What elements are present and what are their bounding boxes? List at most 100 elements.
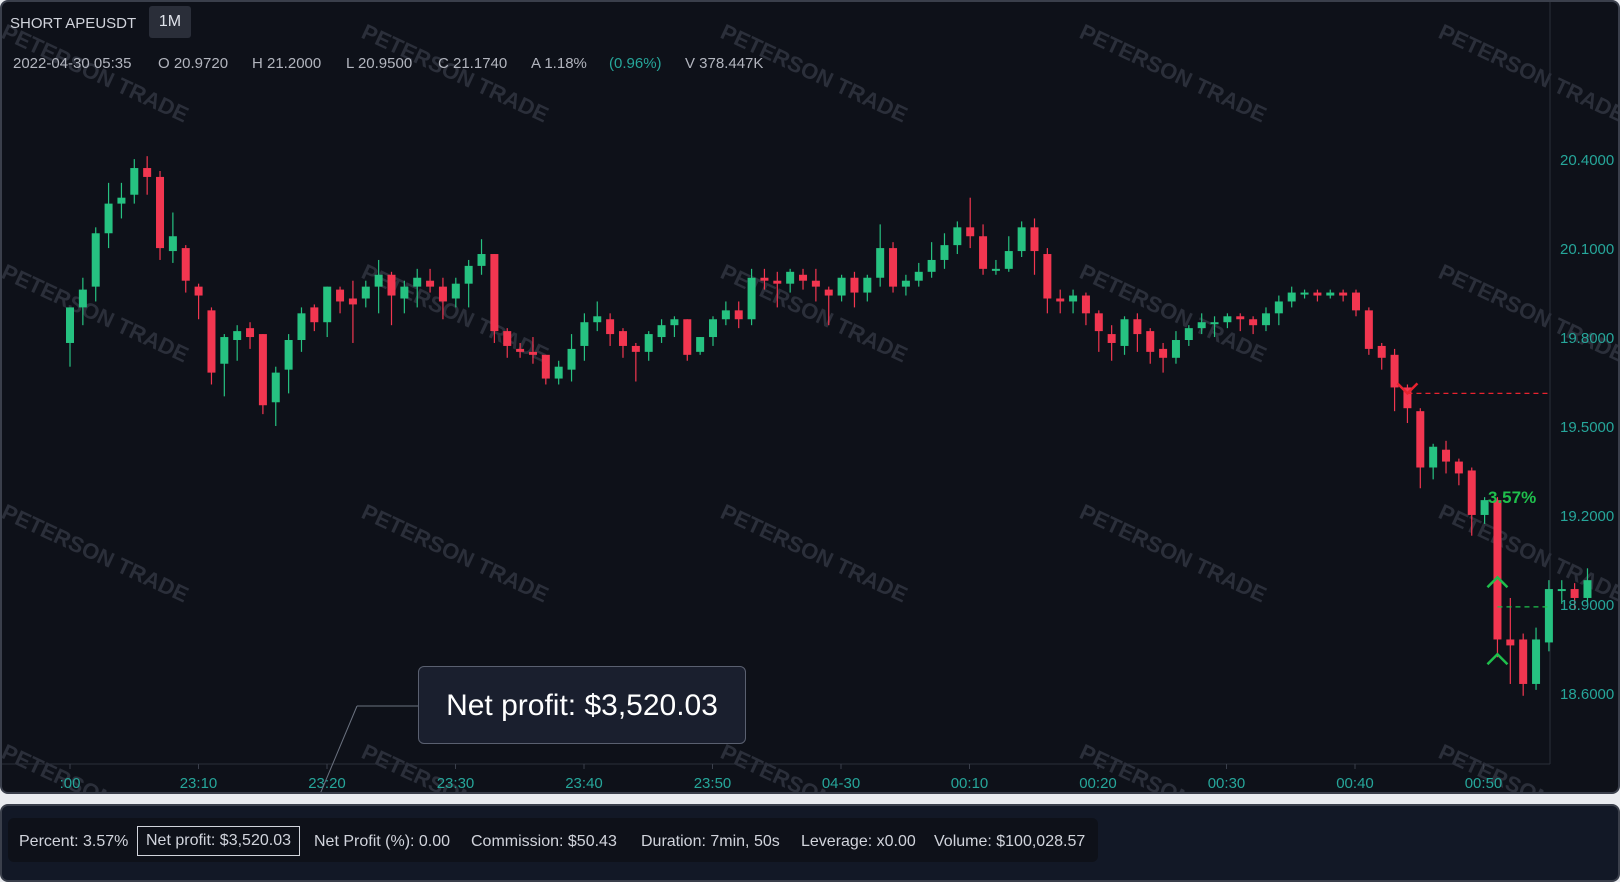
candle (1159, 342, 1168, 373)
watermark-text: PETERSON TRADE (1076, 499, 1270, 607)
symbol-label: SHORT APEUSDT (10, 15, 137, 32)
candle-body (799, 274, 808, 281)
candle-body (1133, 319, 1142, 335)
candle (1287, 286, 1296, 308)
candle (1377, 342, 1386, 370)
candle (606, 313, 615, 346)
ohlc-change: (0.96%) (609, 55, 662, 72)
candle-body (709, 319, 717, 338)
candle (1236, 313, 1245, 332)
candle-body (336, 289, 345, 302)
watermark-text: PETERSON TRADE (717, 19, 911, 127)
candle-body (194, 286, 203, 296)
candle (1454, 458, 1463, 486)
candle-body (1004, 251, 1013, 269)
candle-body (1467, 470, 1476, 515)
candle-body (1506, 639, 1515, 646)
watermark-text: PETERSON TRADE (358, 499, 552, 607)
candle-body (618, 331, 627, 346)
candlestick-chart[interactable]: PETERSON TRADE PETERSON TRADE PETERSON TRA… (2, 2, 1620, 794)
candle-body (78, 289, 87, 308)
y-axis: 20.4000 20.1000 19.8000 19.5000 19.2000 18.90… (1560, 152, 1614, 703)
timeframe-button[interactable]: 1M (149, 6, 191, 38)
candle-body (91, 233, 100, 287)
y-tick-label: 18.9000 (1560, 597, 1614, 614)
candle (1339, 289, 1348, 302)
profit-percent-label: 3.57% (1488, 488, 1536, 507)
candle-body (168, 236, 177, 252)
candle-body (940, 245, 949, 260)
candle-body (1544, 589, 1553, 643)
candle-body (901, 280, 910, 287)
candle (799, 268, 808, 290)
watermark-text: PETERSON TRADE (2, 499, 192, 607)
candle (760, 268, 769, 290)
x-tick-label: 23:40 (565, 775, 603, 792)
candle-body (361, 286, 370, 299)
candle-body (1030, 227, 1039, 252)
candle (1094, 310, 1103, 352)
candle-body (1480, 500, 1489, 515)
stat-duration: Duration: 7min, 50s (641, 833, 780, 850)
candle (361, 280, 370, 308)
candle-body (657, 325, 666, 338)
candle-body (721, 310, 730, 320)
candle-body (374, 274, 383, 287)
candle (631, 342, 640, 382)
candle-body (824, 289, 833, 296)
candle (91, 227, 100, 302)
candle-body (207, 310, 216, 373)
candle (618, 328, 627, 358)
candle-body (1557, 589, 1566, 592)
candle-body (220, 337, 229, 364)
candle-body (966, 227, 975, 237)
candle-body (104, 203, 113, 234)
watermark-text: PETERSON TRADE (358, 19, 552, 127)
candle (1416, 408, 1425, 489)
chart-panel: PETERSON TRADE PETERSON TRADE PETERSON TRA… (0, 0, 1620, 794)
candle (451, 277, 460, 308)
candle-body (1339, 292, 1348, 296)
candle-body (747, 277, 756, 320)
candle (696, 337, 705, 355)
candle (528, 337, 537, 364)
candle (683, 319, 692, 361)
candle-body (1249, 319, 1258, 326)
candle (1081, 292, 1090, 326)
candle (516, 342, 525, 358)
candle (1210, 316, 1219, 338)
candle-body (284, 340, 293, 370)
watermark-text: PETERSON TRADE (717, 739, 911, 794)
ohlc-amplitude: A 1.18% (531, 55, 587, 72)
candle-body (1056, 298, 1065, 302)
candle (181, 245, 190, 293)
candle-body (477, 254, 486, 266)
ohlc-date: 2022-04-30 05:35 (13, 55, 132, 72)
x-tick-label: :00 (60, 775, 81, 792)
candle-body (1352, 292, 1360, 311)
candle-body (156, 176, 165, 249)
watermark-text: PETERSON TRADE (1435, 19, 1620, 127)
candle (477, 239, 486, 275)
candle-body (696, 337, 705, 352)
exit-arrow-icon (1486, 652, 1509, 666)
candle (438, 277, 447, 320)
x-tick-label: 23:50 (694, 775, 732, 792)
candle-body (258, 334, 267, 406)
x-tick-label: 00:20 (1079, 775, 1117, 792)
candle (490, 254, 499, 343)
candle-body (541, 354, 550, 379)
candle-body (1261, 313, 1270, 326)
stat-net-profit[interactable]: Net profit: $3,520.03 (137, 826, 300, 856)
candle-body (490, 254, 499, 332)
trade-layer: 3.57% (1396, 382, 1550, 666)
candle (1274, 295, 1283, 326)
candle-body (271, 372, 280, 403)
candle-body (1159, 348, 1168, 358)
candle-body (914, 271, 923, 281)
ohlc-volume: V 378.447K (685, 55, 764, 72)
x-tick-label: 00:40 (1336, 775, 1374, 792)
candle-body (1429, 446, 1438, 468)
candle (593, 301, 602, 332)
candle-body (438, 286, 447, 302)
